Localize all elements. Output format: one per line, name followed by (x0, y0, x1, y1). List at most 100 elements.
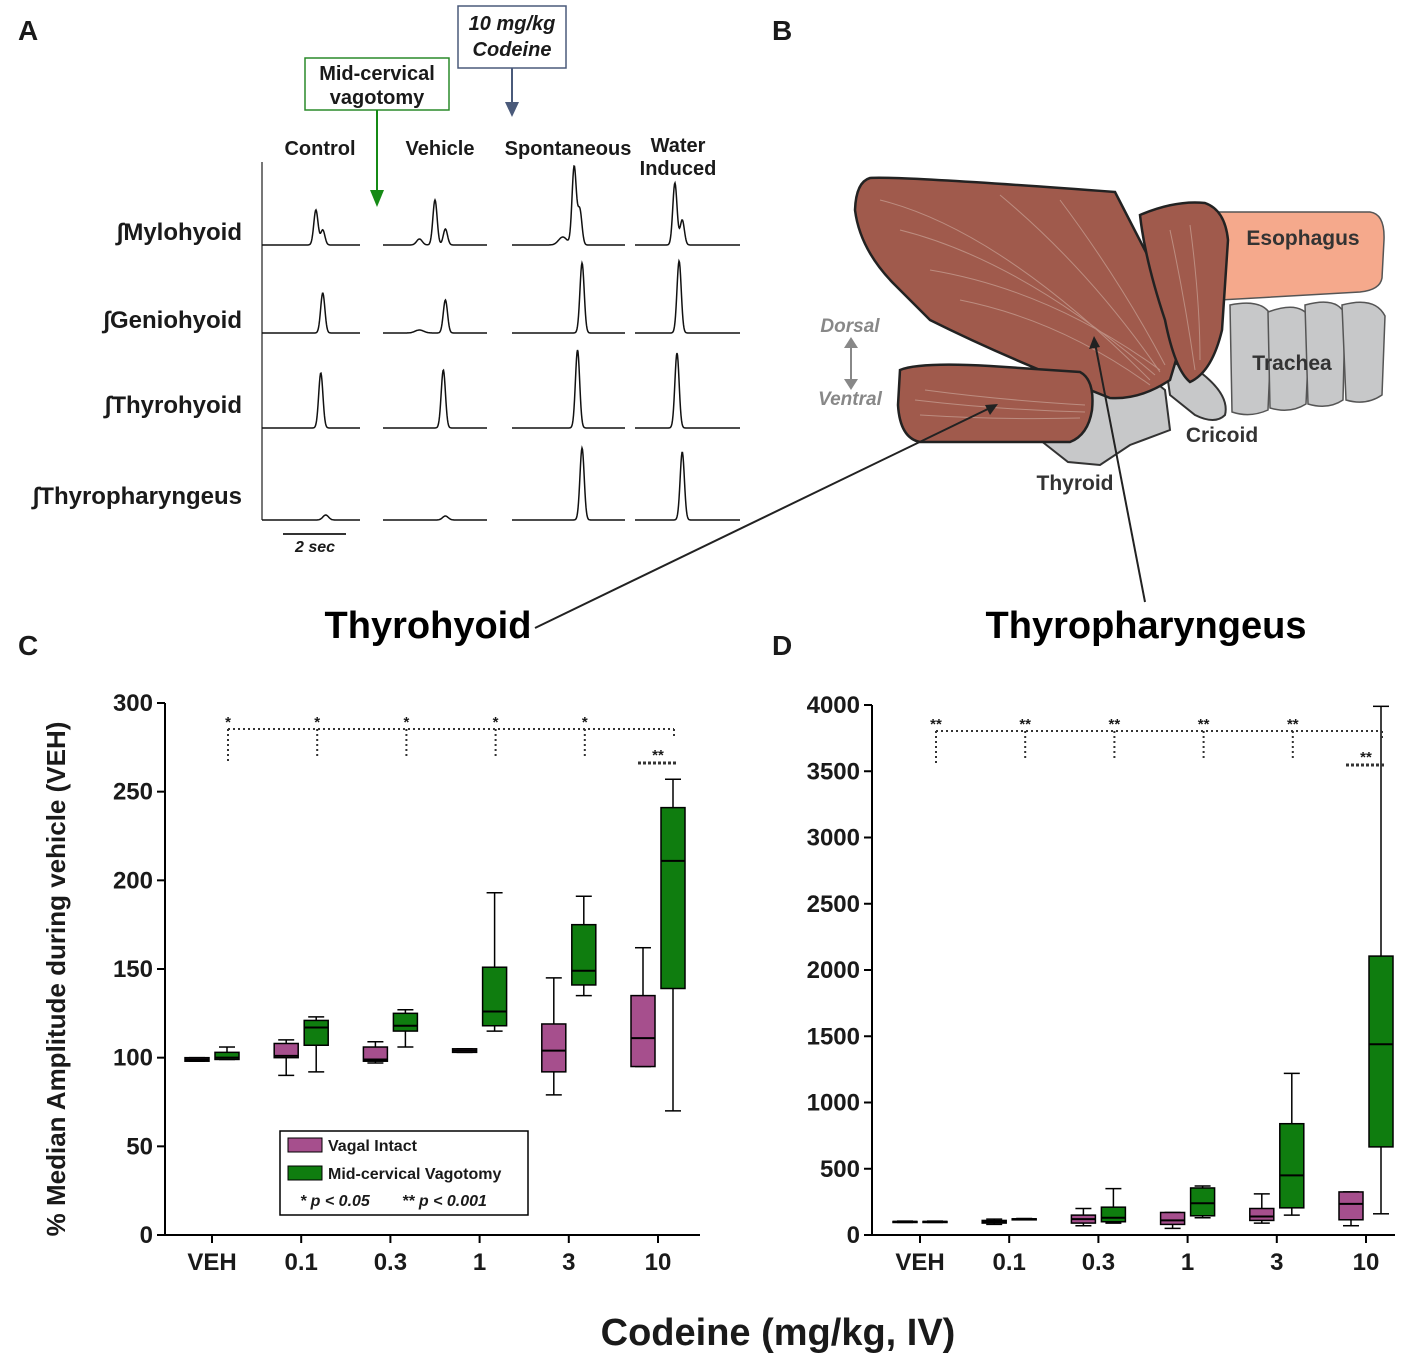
constrictor-muscle (1138, 201, 1230, 384)
panel-letter: C (18, 630, 38, 661)
emg-trace (262, 208, 360, 246)
p-note: * p < 0.05 (300, 1193, 371, 1210)
y-tick-label: 200 (113, 867, 153, 894)
callout-line (1094, 342, 1146, 603)
y-tick-label: 3000 (807, 825, 860, 852)
box (362, 1046, 389, 1062)
esophagus-shape (1214, 211, 1385, 301)
emg-trace (383, 298, 487, 334)
column-header: Spontaneous (505, 138, 632, 160)
emg-trace (635, 451, 740, 521)
x-tick-label: 0.1 (993, 1249, 1026, 1276)
panel-letter: A (18, 15, 38, 46)
vagotomy-line: Mid-cervical (319, 63, 435, 85)
significance-label: ** (930, 716, 942, 733)
callout-label: Thyrohyoid (325, 605, 532, 647)
box (481, 966, 508, 1027)
legend-label: Vagal Intact (328, 1138, 418, 1155)
panel-letter: B (772, 15, 792, 46)
significance-label: ** (1109, 716, 1121, 733)
thyropharyngeus-muscle (853, 176, 1187, 400)
arrowhead (1089, 336, 1100, 349)
box (1100, 1206, 1127, 1223)
significance-label: ** (1360, 749, 1372, 766)
y-axis-title: % Median Amplitude during vehicle (VEH) (41, 722, 71, 1237)
x-tick-label: 10 (1353, 1249, 1380, 1276)
panel-letter: D (772, 630, 792, 661)
arrowhead (985, 404, 998, 415)
emg-trace (512, 445, 625, 521)
fibers (879, 194, 1201, 420)
codeine-line: 10 mg/kg (469, 13, 556, 35)
x-tick-label: 0.1 (285, 1249, 318, 1276)
vagotomy-line: vagotomy (330, 87, 425, 109)
trachea-ring (1229, 302, 1273, 416)
significance-label: * (493, 714, 499, 731)
vagotomy-box (304, 57, 450, 111)
box (1189, 1187, 1216, 1217)
orientation-label: Ventral (818, 389, 882, 410)
box (541, 1023, 567, 1073)
significance-label: ** (1019, 716, 1031, 733)
trachea-ring (1304, 301, 1346, 407)
x-tick-label: 10 (645, 1249, 672, 1276)
thyrohyoid-muscle (896, 363, 1094, 444)
significance-label: * (403, 714, 409, 731)
muscle-label: ∫Thyropharyngeus (31, 483, 242, 510)
callout-line (534, 406, 993, 629)
arrowhead (844, 379, 858, 390)
structure-label: Thyroid (1037, 472, 1114, 495)
y-tick-label: 2500 (807, 891, 860, 918)
box (392, 1012, 419, 1032)
x-tick-label: 0.3 (1082, 1249, 1115, 1276)
box (630, 994, 656, 1068)
y-tick-label: 1500 (807, 1023, 860, 1050)
scale-label: 2 sec (294, 539, 335, 556)
emg-trace (383, 198, 487, 246)
x-tick-label: 1 (473, 1249, 486, 1276)
callout-label: Thyropharyngeus (986, 605, 1307, 647)
trachea-ring (1267, 306, 1311, 411)
p-note: ** p < 0.001 (402, 1193, 487, 1210)
emg-trace (635, 258, 740, 334)
y-tick-label: 0 (140, 1222, 153, 1249)
emg-trace (635, 180, 740, 246)
y-tick-label: 2000 (807, 957, 860, 984)
arrowhead (370, 190, 384, 207)
emg-trace (262, 292, 360, 334)
box (1159, 1211, 1186, 1226)
codeine-box (457, 5, 567, 69)
emg-trace (383, 515, 487, 521)
y-tick-label: 150 (113, 956, 153, 983)
muscle-label: ∫Mylohyoid (115, 219, 242, 246)
panel-a: 10 mg/kg Codeine Mid-cervical vagotomy C… (31, 5, 740, 556)
box (214, 1051, 240, 1061)
y-tick-label: 1000 (807, 1090, 860, 1117)
box (303, 1019, 329, 1047)
box (1279, 1122, 1305, 1209)
significance-label: ** (652, 747, 664, 764)
legend-swatch (287, 1165, 323, 1181)
legend-swatch (287, 1137, 323, 1153)
significance-label: ** (1287, 716, 1299, 733)
x-tick-label: 1 (1181, 1249, 1194, 1276)
arrowhead (844, 337, 858, 348)
x-tick-label: 3 (1270, 1249, 1283, 1276)
x-tick-label: VEH (895, 1249, 944, 1276)
x-tick-label: 0.3 (374, 1249, 407, 1276)
emg-trace (512, 349, 625, 429)
trachea-ring (1341, 301, 1386, 403)
significance-label: * (582, 714, 588, 731)
column-header: Control (284, 138, 355, 160)
y-tick-label: 50 (126, 1133, 153, 1160)
emg-trace (262, 372, 360, 429)
y-tick-label: 3500 (807, 758, 860, 785)
column-header: Induced (640, 158, 717, 180)
x-tick-label: 3 (562, 1249, 575, 1276)
significance-label: * (314, 714, 320, 731)
box (1338, 1191, 1364, 1221)
y-tick-label: 0 (847, 1222, 860, 1249)
muscle-label: ∫Geniohyoid (101, 307, 242, 334)
